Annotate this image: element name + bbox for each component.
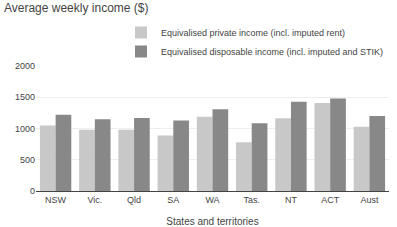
svg-text:Aust: Aust <box>360 195 379 205</box>
svg-text:1500: 1500 <box>15 92 35 102</box>
svg-text:NT: NT <box>285 195 297 205</box>
svg-text:Average weekly income ($): Average weekly income ($) <box>4 1 149 15</box>
svg-text:Equivalised private income (in: Equivalised private income (incl. impute… <box>161 28 345 38</box>
svg-text:0: 0 <box>30 186 35 196</box>
svg-text:NSW: NSW <box>45 195 67 205</box>
svg-text:WA: WA <box>205 195 219 205</box>
svg-text:Equivalised disposable income: Equivalised disposable income (incl. imp… <box>161 47 383 57</box>
svg-text:ACT: ACT <box>321 195 340 205</box>
svg-text:Qld: Qld <box>127 195 141 205</box>
svg-text:1000: 1000 <box>15 124 35 134</box>
svg-text:SA: SA <box>167 195 179 205</box>
svg-text:Vic.: Vic. <box>87 195 102 205</box>
svg-text:2000: 2000 <box>15 61 35 71</box>
svg-text:States and territories: States and territories <box>166 216 258 227</box>
svg-text:Tas.: Tas. <box>243 195 260 205</box>
svg-text:500: 500 <box>20 155 35 165</box>
